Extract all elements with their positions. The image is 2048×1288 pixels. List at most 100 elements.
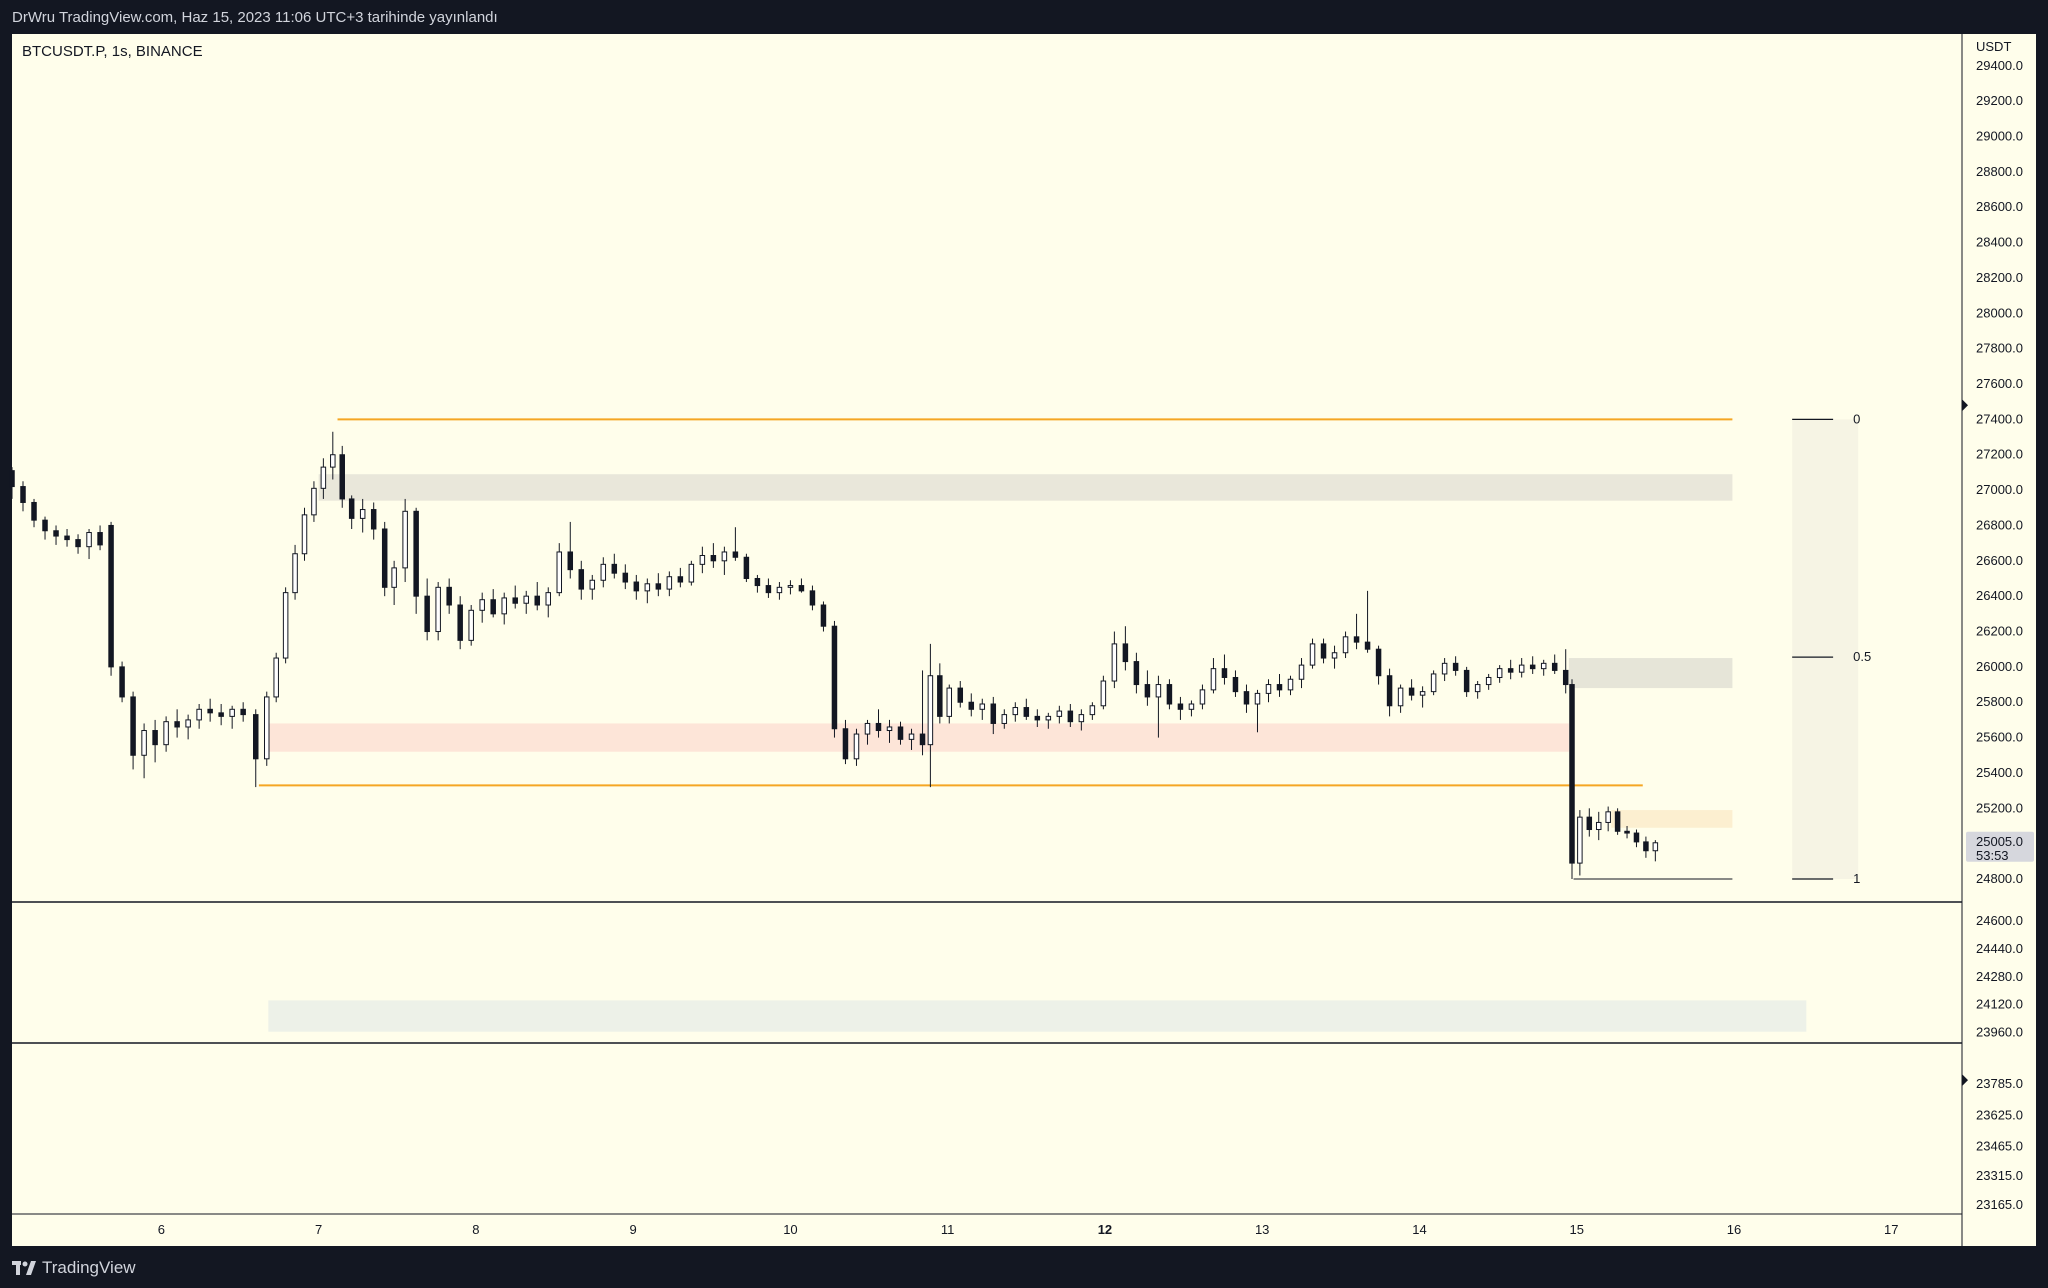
candle-up <box>688 563 695 583</box>
candle-down <box>968 701 975 710</box>
candle-down <box>875 722 882 732</box>
candle-down <box>1144 684 1151 698</box>
price-tick-label: 26000.0 <box>1976 659 2023 674</box>
candle-down <box>1375 648 1382 677</box>
candle-up <box>330 454 336 468</box>
time-tick-label: 16 <box>1727 1222 1741 1237</box>
candle-down <box>1067 710 1074 723</box>
candle-up <box>1652 842 1659 852</box>
price-tick-label: 28800.0 <box>1976 164 2023 179</box>
candle-down <box>130 696 136 756</box>
time-tick-label: 8 <box>472 1222 479 1237</box>
candle-up <box>545 592 551 606</box>
candle-down <box>9 470 15 488</box>
candle-up <box>787 585 794 588</box>
candle-up <box>229 708 235 717</box>
candle-down <box>765 585 772 594</box>
candle-up <box>1100 680 1107 707</box>
candle-down <box>97 532 103 546</box>
candle-down <box>1243 691 1250 705</box>
candle-up <box>1540 662 1547 670</box>
candle-up <box>853 733 860 760</box>
candle-down <box>677 576 684 583</box>
pane1-tick-label: 24280.0 <box>1976 969 2023 984</box>
price-tick-label: 26400.0 <box>1976 588 2023 603</box>
last-price-badge <box>1966 831 2034 862</box>
chart-area[interactable] <box>12 34 2036 1246</box>
candle-up <box>1265 684 1272 694</box>
candle-down <box>534 595 540 606</box>
candle-down <box>119 666 125 698</box>
fvg-zone <box>1611 810 1733 828</box>
candle-down <box>218 712 224 717</box>
candle-down <box>1122 643 1129 663</box>
candle-down <box>381 528 388 588</box>
candle-up <box>264 696 270 760</box>
candle-up <box>1518 664 1525 673</box>
time-tick-label: 10 <box>783 1222 797 1237</box>
candle-down <box>919 733 926 746</box>
fib-level-label: 1 <box>1853 871 1860 886</box>
candle-down <box>1386 675 1393 707</box>
candle-up <box>1111 643 1118 682</box>
candle-up <box>1188 703 1195 710</box>
candle-up <box>196 708 202 721</box>
candle-down <box>1624 830 1630 834</box>
candle-down <box>490 599 496 615</box>
publish-header: DrWru TradingView.com, Haz 15, 2023 11:0… <box>0 0 2048 34</box>
candle-down <box>798 585 805 592</box>
candle-up <box>282 592 289 659</box>
symbol-legend: BTCUSDT.P, 1s, BINANCE <box>22 43 203 60</box>
candle-up <box>699 555 706 565</box>
price-tick-label: 29400.0 <box>1976 58 2023 73</box>
candle-down <box>633 581 640 592</box>
candle-down <box>152 730 158 746</box>
candle-down <box>809 590 816 606</box>
lower-pane-zone <box>268 1000 1807 1032</box>
candle-up <box>86 532 92 548</box>
pane2-tick-label: 23785.0 <box>1976 1076 2023 1091</box>
publish-info: DrWru TradingView.com, Haz 15, 2023 11:0… <box>12 9 498 26</box>
candle-up <box>1287 678 1294 691</box>
main-scale-marker <box>1962 399 1968 412</box>
tradingview-brand[interactable]: TradingView <box>12 1258 136 1278</box>
candle-up <box>141 730 147 756</box>
candle-down <box>1507 668 1514 673</box>
price-tick-label: 28000.0 <box>1976 305 2023 320</box>
candle-up <box>292 553 298 594</box>
price-tick-label: 24800.0 <box>1976 871 2023 886</box>
candle-down <box>42 519 48 532</box>
candle-down <box>1408 687 1415 696</box>
candle-up <box>979 703 986 710</box>
candle-down <box>1551 662 1558 671</box>
tradingview-logo-icon <box>12 1261 36 1275</box>
candle-up <box>435 586 441 633</box>
candle-up <box>776 586 783 594</box>
candle-up <box>1056 710 1063 717</box>
price-tick-label: 26200.0 <box>1976 624 2023 639</box>
candle-down <box>1166 684 1173 705</box>
price-tick-label: 25800.0 <box>1976 694 2023 709</box>
candle-down <box>1221 668 1228 678</box>
candle-up <box>479 599 485 611</box>
candle-up <box>391 567 397 588</box>
candle-down <box>1034 715 1041 721</box>
pane1-tick-label: 24600.0 <box>1976 913 2023 928</box>
candle-up <box>402 510 408 569</box>
candle-down <box>842 728 849 760</box>
candle-up <box>1441 662 1448 675</box>
pane-scale-marker <box>1962 1074 1968 1087</box>
candle-down <box>413 510 419 597</box>
candle-up <box>1577 816 1583 864</box>
candle-down <box>1614 811 1621 832</box>
time-tick-label: 14 <box>1412 1222 1426 1237</box>
candle-down <box>64 535 70 541</box>
fib-retracement-box <box>1792 419 1859 880</box>
price-axis <box>1962 34 2036 1246</box>
demand-zone <box>268 723 1569 752</box>
brand-name: TradingView <box>42 1258 136 1277</box>
candle-up <box>1397 687 1404 707</box>
candle-down <box>1320 643 1327 659</box>
candle-down <box>1586 816 1593 831</box>
